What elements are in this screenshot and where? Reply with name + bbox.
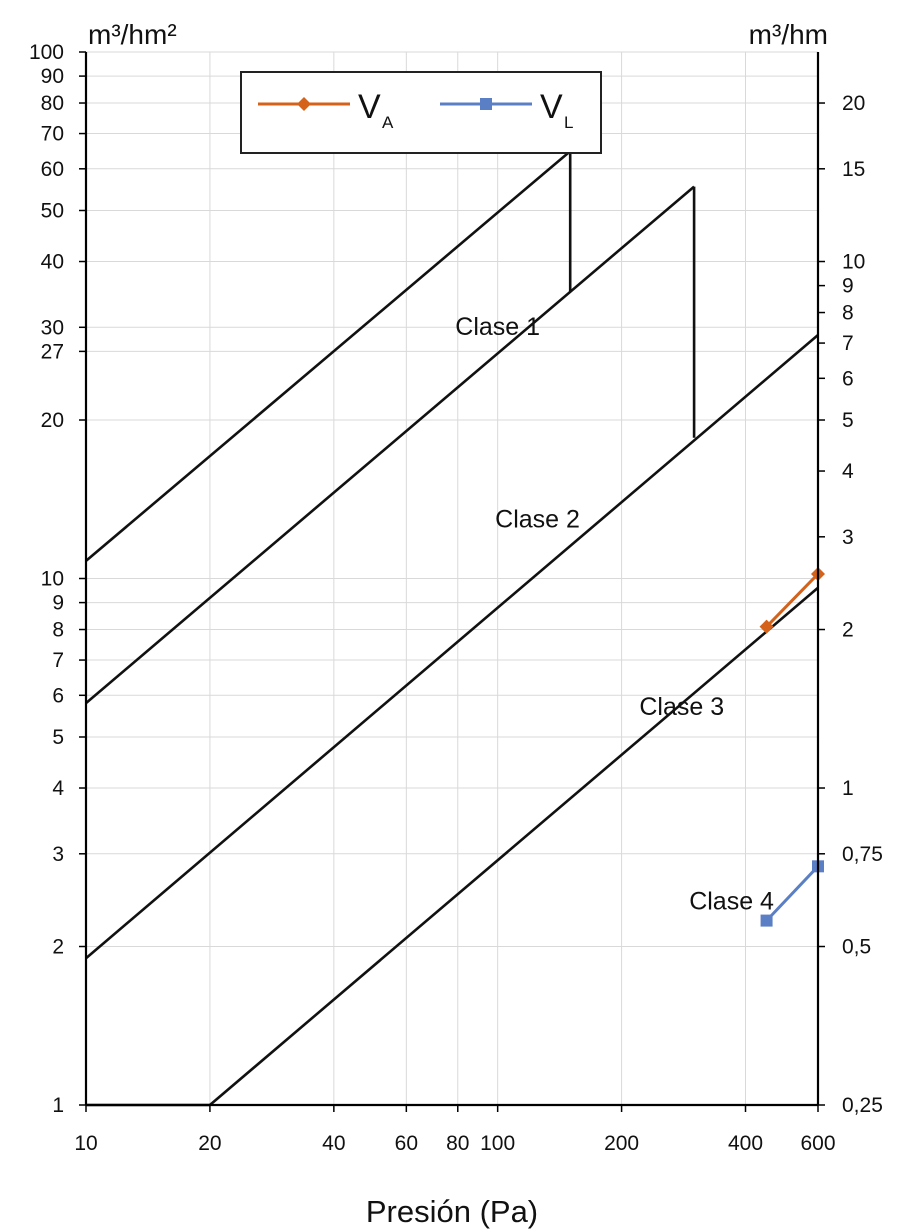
- y-left-tick-label: 5: [52, 726, 64, 749]
- y-right-tick-label: 20: [842, 92, 865, 115]
- legend-label: V: [358, 88, 381, 126]
- y-right-tick-label: 9: [842, 275, 854, 298]
- class-boundary-line: [85, 185, 695, 705]
- y-right-tick-label: 15: [842, 158, 865, 181]
- y-left-tick-label: 50: [41, 199, 64, 222]
- class-label: Clase 4: [689, 888, 774, 916]
- y-left-tick-label: 90: [41, 65, 64, 88]
- y-left-tick-label: 60: [41, 158, 64, 181]
- y-left-tick-label: 70: [41, 123, 64, 146]
- x-axis-title: Presión (Pa): [366, 1194, 538, 1229]
- y-right-tick-label: 4: [842, 460, 854, 483]
- y-left-tick-label: 6: [52, 684, 64, 707]
- y-right-tick-label: 0,75: [842, 843, 883, 866]
- y-right-tick-label: 1: [842, 777, 854, 800]
- y-left-tick-label: 3: [52, 843, 64, 866]
- y-right-tick-label: 6: [842, 367, 854, 390]
- y-right-tick-label: 2: [842, 619, 854, 642]
- y-left-tick-label: 1: [52, 1094, 64, 1117]
- gridlines: [79, 51, 825, 1112]
- y-right-tick-label: 0,5: [842, 936, 871, 959]
- data-series: [759, 566, 825, 927]
- x-tick-label: 40: [322, 1132, 345, 1155]
- y-left-tick-label: 7: [52, 649, 64, 672]
- x-tick-label: 400: [728, 1132, 763, 1155]
- x-tick-label: 60: [395, 1132, 418, 1155]
- legend-subscript: A: [382, 113, 394, 132]
- axes: [84, 52, 820, 1107]
- legend-box: [240, 71, 602, 154]
- class-labels: Clase 1 Clase 2 Clase 3 Clase 4: [455, 313, 774, 916]
- y-left-tick-label: 80: [41, 92, 64, 115]
- y-right-tick-label: 7: [842, 332, 854, 355]
- series-line: [765, 572, 820, 628]
- class-boundary-line: [85, 334, 819, 960]
- legend-subscript: L: [564, 113, 573, 132]
- y-right-tick-label: 8: [842, 302, 854, 325]
- x-tick-label: 10: [74, 1132, 97, 1155]
- y-right-tick-label: 10: [842, 251, 865, 274]
- diamond-marker: [297, 97, 311, 111]
- x-tick-label: 200: [604, 1132, 639, 1155]
- y-left-tick-label: 100: [29, 41, 64, 64]
- y-left-tick-label: 8: [52, 619, 64, 642]
- y-left-tick-label: 2: [52, 936, 64, 959]
- x-tick-label: 600: [800, 1132, 835, 1155]
- class-label: Clase 2: [495, 505, 580, 533]
- square-marker: [480, 98, 492, 110]
- square-marker: [760, 914, 773, 927]
- class-label: Clase 1: [455, 313, 540, 341]
- x-tick-label: 20: [198, 1132, 221, 1155]
- class-boundary-line: [85, 150, 572, 562]
- y-right-tick-label: 0,25: [842, 1094, 883, 1117]
- tick-labels: 10 20 40 60 80 100 200 400 600123456789102027304…: [29, 41, 883, 1155]
- y-left-tick-label: 9: [52, 592, 64, 615]
- legend-label: V: [540, 88, 563, 126]
- class-boundary-line: [209, 586, 819, 1106]
- y-left-tick-label: 10: [41, 568, 64, 591]
- class-boundaries: [85, 150, 819, 1107]
- right-unit-label: m³/hm: [749, 19, 828, 50]
- y-right-tick-label: 5: [842, 409, 854, 432]
- y-left-tick-label: 30: [41, 316, 64, 339]
- class-label: Clase 3: [639, 693, 724, 721]
- y-left-tick-label: 20: [41, 409, 64, 432]
- x-tick-label: 80: [446, 1132, 469, 1155]
- left-unit-label: m³/hm²: [88, 19, 177, 50]
- diamond-marker: [759, 619, 774, 634]
- x-tick-label: 100: [480, 1132, 515, 1155]
- y-left-tick-label: 27: [41, 340, 64, 363]
- series-line: [765, 865, 820, 922]
- y-left-tick-label: 4: [52, 777, 64, 800]
- y-right-tick-label: 3: [842, 526, 854, 549]
- y-left-tick-label: 40: [41, 251, 64, 274]
